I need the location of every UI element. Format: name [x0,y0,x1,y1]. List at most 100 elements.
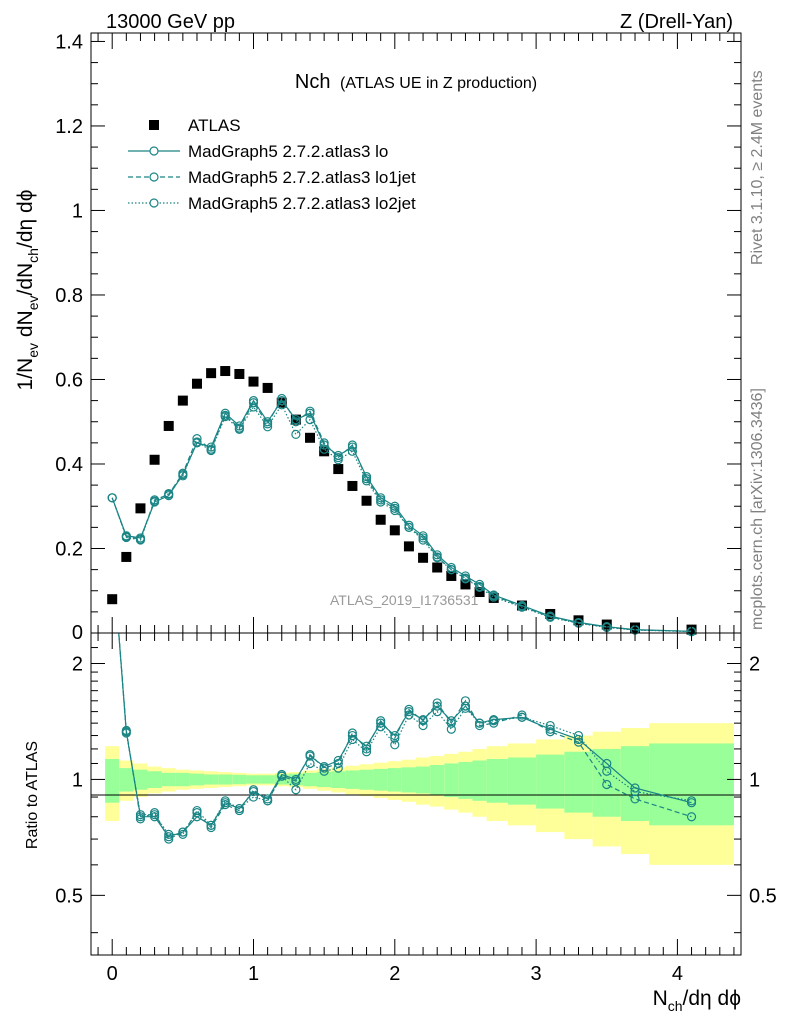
ratio-point-1 [686,812,697,822]
watermark: ATLAS_2019_I1736531 [330,592,479,608]
band-inner [232,774,247,785]
main-ytick-label: 0.4 [55,454,83,476]
atlas-point [347,480,358,491]
ratio-point-2 [418,720,428,731]
ratio-point-1 [361,744,372,754]
mc-point-3 [135,535,146,545]
mc-point-3 [361,476,372,486]
mc-point-3 [263,422,273,432]
atlas-point [248,376,259,387]
ratio-point-2 [390,740,400,750]
atlas-point [135,503,146,514]
ratio-point-2 [489,716,499,726]
legend-label: MadGraph5 2.7.2.atlas3 lo [188,142,388,161]
ratio-series-group [118,633,697,844]
ratio-point-2 [192,805,202,816]
band-inner [175,772,190,787]
ratio-point-2 [545,720,555,731]
band-inner [387,768,402,792]
mc-line-3 [111,403,692,633]
mc-line-2 [111,397,692,632]
header-right: Z (Drell-Yan) [620,11,733,33]
legend-label: MadGraph5 2.7.2.atlas3 lo1jet [188,168,416,187]
band-inner [246,775,261,784]
ratio-point-2 [347,734,358,745]
atlas-point [545,608,556,619]
mc-point-3 [418,535,428,545]
ratio-point-1 [347,728,358,738]
ratio-ytick-label-left: 2 [72,653,83,675]
atlas-point [474,587,485,598]
band-inner [564,751,593,813]
legend: ATLAS MadGraph5 2.7.2.atlas3 lo MadGraph5 … [128,116,416,213]
main-title: Nch (ATLAS UE in Z production) [295,71,537,93]
mc-point-3 [178,471,188,481]
mc-point-2 [291,417,301,427]
band-inner [507,757,537,805]
mc-point-3 [333,455,343,465]
ratio-point-0 [390,730,400,741]
atlas-point [601,619,612,630]
band-inner [317,772,332,788]
mc-point-3 [376,497,386,507]
band-inner [204,774,219,785]
band-inner [345,770,360,789]
mc-point-3 [234,424,244,434]
band-inner [373,768,388,791]
ratio-point-2 [361,747,372,757]
ratio-point-1 [446,718,456,728]
ratio-point-2 [517,712,527,722]
mc-point-3 [107,493,117,503]
main-ytick-label: 1.2 [55,116,83,138]
band-inner [161,772,176,787]
mc-point-3 [319,444,329,454]
ratio-point-2 [446,724,456,734]
atlas-point [191,378,202,389]
band-inner [105,758,120,803]
ratio-point-1 [517,710,527,720]
band-inner [189,773,205,786]
ratio-ytick-label-right: 0.5 [749,885,777,907]
main-ylabel: 1/Nev dNev/dNch/dη dϕ [14,190,41,391]
ratio-point-2 [277,771,287,781]
mc-point-3 [347,446,358,456]
mc-point-2 [277,393,287,404]
ratio-point-2 [319,766,329,776]
ratio-point-2 [404,710,414,720]
mc-point-3 [248,402,259,412]
mc-point-3 [206,445,216,456]
ratio-point-2 [573,730,584,741]
ratio-point-0 [361,741,372,751]
ratio-xtick-label: 1 [248,963,259,985]
main-ytick-label: 0.8 [55,285,83,307]
mc-point-3 [446,565,456,575]
ratio-point-1 [602,779,612,790]
rivet-label: Rivet 3.1.10, ≥ 2.4M events [749,70,766,265]
atlas-point [177,395,188,406]
x-axis-label: Nch/dη dϕ [653,987,741,1014]
ratio-point-2 [474,718,485,728]
ratio-point-2 [206,820,216,830]
legend-marker-1 [149,146,159,156]
mc-point-3 [474,582,485,592]
ratio-point-1 [390,733,400,743]
ratio-point-1 [630,794,640,804]
ratio-point-1 [248,785,259,795]
ratio-point-2 [220,796,230,806]
mc-point-2 [178,468,188,478]
mc-point-3 [432,553,442,563]
atlas-point [305,432,316,443]
mc-point-3 [517,602,527,612]
mc-point-2 [319,438,329,448]
band-inner [260,775,275,784]
ratio-xtick-label: 0 [107,963,118,985]
atlas-point [163,420,174,431]
ratio-point-2 [460,703,471,713]
atlas-point [403,541,414,552]
main-subtitle-text: (ATLAS UE in Z production) [340,75,537,92]
mc-point-2 [263,419,273,429]
ratio-point-1 [404,704,414,714]
main-title-text: Nch [295,71,331,93]
band-inner [147,771,162,788]
band-inner [359,769,374,790]
